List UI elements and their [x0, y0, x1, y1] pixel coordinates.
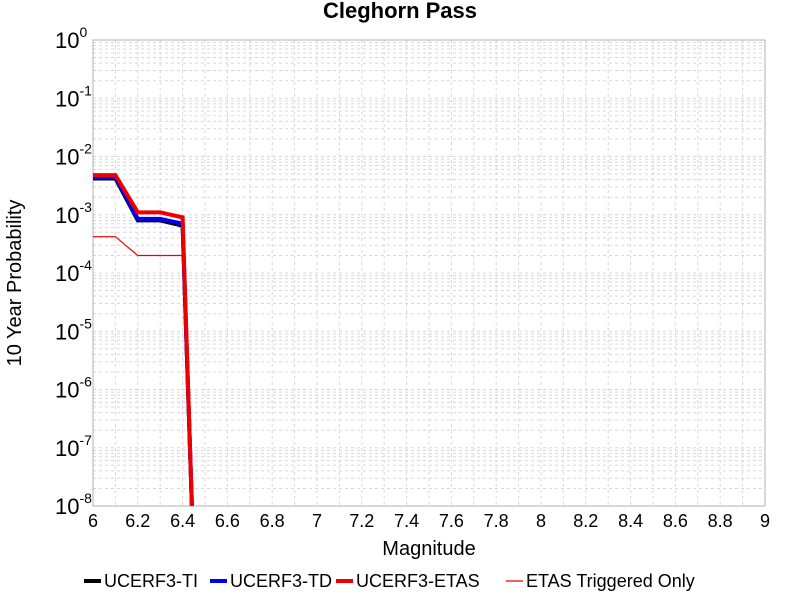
y-axis-ticks: 100 10-1 10-2 10-3 10-4 10-5 10-6 10-7 10-8	[55, 24, 92, 519]
grid	[93, 40, 765, 506]
y-tick-label: 10-2	[55, 141, 92, 170]
x-tick-label: 6.8	[260, 511, 285, 531]
y-tick-label: 10-6	[55, 374, 92, 403]
x-tick-label: 8.8	[708, 511, 733, 531]
x-tick-label: 7.8	[484, 511, 509, 531]
y-tick-label: 10-8	[55, 490, 92, 519]
x-tick-label: 9	[760, 511, 770, 531]
series	[93, 173, 194, 506]
x-tick-label: 8.2	[573, 511, 598, 531]
legend: UCERF3-TI UCERF3-TD UCERF3-ETAS ETAS Trigge…	[84, 571, 695, 591]
x-tick-label: 7	[312, 511, 322, 531]
y-tick-label: 10-3	[55, 199, 92, 228]
x-tick-label: 7.4	[394, 511, 419, 531]
series-line-2	[93, 173, 194, 506]
x-tick-label: 6.4	[170, 511, 195, 531]
y-axis-label: 10 Year Probability	[4, 200, 26, 367]
x-axis-ticks: 6 6.2 6.4 6.6 6.8 7 7.2 7.4 7.6 7.8 8 8.2 8.4 8.6 8.8 9	[88, 511, 770, 531]
x-tick-label: 8.6	[663, 511, 688, 531]
y-tick-label: 10-1	[55, 82, 92, 111]
series-line-3	[93, 236, 193, 506]
x-tick-label: 8.4	[618, 511, 643, 531]
y-tick-label: 10-4	[55, 257, 92, 286]
x-axis-label: Magnitude	[382, 538, 475, 560]
x-tick-label: 6.6	[215, 511, 240, 531]
legend-label: UCERF3-ETAS	[356, 571, 480, 591]
y-tick-label: 100	[55, 24, 87, 53]
chart-title: Cleghorn Pass	[323, 0, 477, 23]
y-tick-label: 10-5	[55, 315, 92, 344]
y-tick-label: 10-7	[55, 432, 92, 461]
x-tick-label: 7.2	[349, 511, 374, 531]
x-tick-label: 6	[88, 511, 98, 531]
legend-label: UCERF3-TD	[230, 571, 332, 591]
legend-label: ETAS Triggered Only	[526, 571, 695, 591]
x-tick-label: 7.6	[439, 511, 464, 531]
x-tick-label: 8	[536, 511, 546, 531]
legend-label: UCERF3-TI	[104, 571, 198, 591]
x-tick-label: 6.2	[125, 511, 150, 531]
plot-area-border	[92, 39, 766, 507]
